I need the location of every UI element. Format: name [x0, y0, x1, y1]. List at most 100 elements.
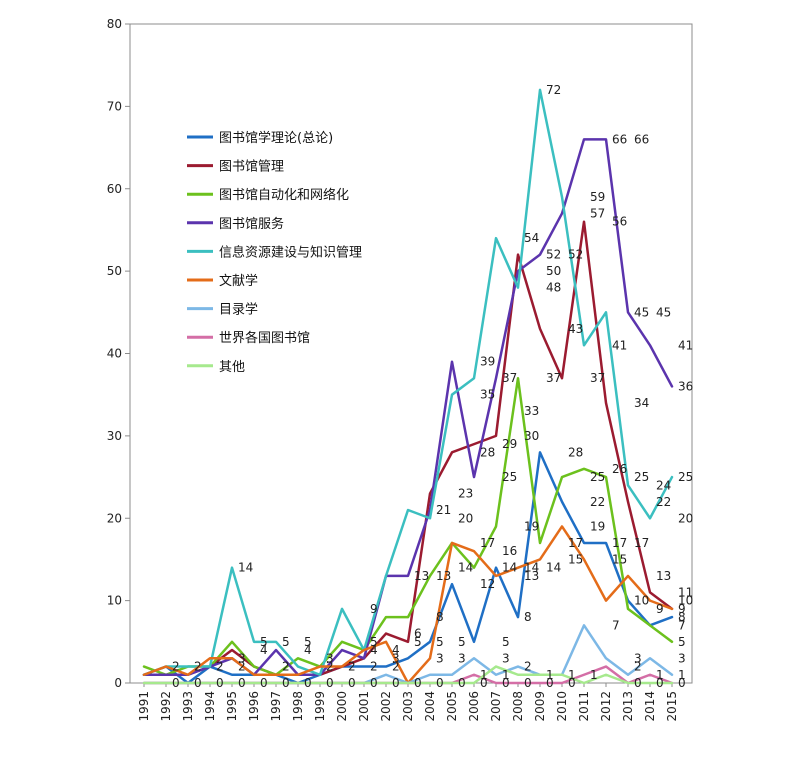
data-label: 23 — [458, 487, 473, 501]
data-label: 3 — [458, 651, 466, 665]
y-tick-label: 60 — [107, 182, 122, 196]
y-tick-label: 70 — [107, 99, 122, 113]
data-label: 0 — [238, 676, 246, 690]
data-label: 7 — [678, 618, 686, 632]
y-tick-label: 80 — [107, 17, 122, 31]
data-label: 54 — [524, 231, 539, 245]
data-label: 4 — [260, 643, 268, 657]
data-label: 37 — [590, 371, 605, 385]
data-label: 0 — [282, 676, 290, 690]
data-label: 1 — [480, 668, 488, 682]
data-label: 41 — [678, 338, 693, 352]
data-label: 2 — [282, 660, 290, 674]
data-label: 10 — [678, 594, 693, 608]
x-tick-label: 2004 — [423, 691, 437, 722]
data-label: 2 — [348, 660, 356, 674]
data-label: 0 — [524, 676, 532, 690]
x-tick-label: 1994 — [203, 691, 217, 722]
y-tick-label: 40 — [107, 347, 122, 361]
data-label: 5 — [458, 635, 466, 649]
legend-entry: 图书馆服务 — [219, 216, 284, 232]
y-tick-label: 30 — [107, 429, 122, 443]
data-label: 4 — [304, 643, 312, 657]
series-line-2 — [142, 220, 674, 677]
data-label: 22 — [656, 495, 671, 509]
data-label: 2 — [216, 660, 224, 674]
data-label: 5 — [260, 635, 268, 649]
data-label: 1 — [546, 668, 554, 682]
data-label: 1 — [568, 668, 576, 682]
data-label: 0 — [480, 676, 488, 690]
x-tick-label: 2010 — [555, 691, 569, 722]
data-label: 14 — [238, 561, 253, 575]
data-label: 28 — [480, 445, 495, 459]
data-label: 2 — [634, 660, 642, 674]
data-label: 0 — [546, 676, 554, 690]
data-label: 8 — [436, 610, 444, 624]
data-label: 2 — [172, 660, 180, 674]
data-label: 5 — [436, 635, 444, 649]
data-label: 5 — [414, 635, 422, 649]
data-labels: 2 2 20 0 02301454052054032020954204320136502… — [172, 83, 693, 690]
data-label: 1 — [678, 668, 686, 682]
data-label: 0 — [568, 676, 576, 690]
x-tick-label: 2014 — [643, 691, 657, 722]
x-tick-label: 2005 — [445, 691, 459, 722]
data-label: 2 — [392, 660, 400, 674]
data-label: 15 — [568, 552, 583, 566]
data-label: 37 — [502, 371, 517, 385]
legend: 图书馆学理论(总论) 图书馆管理图书馆自动化和网络化图书馆服务信息资源建设与知识管… — [187, 130, 362, 375]
data-label: 2 — [370, 660, 378, 674]
data-label: 21 — [436, 503, 451, 517]
data-label: 2 — [194, 660, 202, 674]
data-label: 14 — [458, 561, 473, 575]
data-label: 9 — [678, 602, 686, 616]
data-label: 3 — [392, 651, 400, 665]
x-tick-label: 1996 — [247, 691, 261, 722]
data-label: 48 — [546, 281, 561, 295]
data-label: 20 — [678, 511, 693, 525]
series-line-3 — [142, 376, 674, 677]
data-label: 0 — [304, 676, 312, 690]
data-label: 26 — [612, 462, 627, 476]
series-line-1 — [142, 451, 674, 685]
data-label: 66 — [612, 132, 627, 146]
data-label: 9 — [656, 602, 664, 616]
legend-entry: 信息资源建设与知识管理 — [219, 244, 362, 260]
y-tick-label: 0 — [114, 676, 122, 690]
data-label: 0 — [194, 676, 202, 690]
data-label: 4 — [370, 643, 378, 657]
data-label: 0 — [260, 676, 268, 690]
data-label: 17 — [634, 536, 649, 550]
legend-entry: 图书馆学理论(总论) — [219, 130, 333, 146]
data-label: 3 — [436, 651, 444, 665]
data-label: 19 — [524, 519, 539, 533]
data-label: 10 — [634, 594, 649, 608]
data-label: 9 — [370, 602, 378, 616]
data-label: 8 — [524, 610, 532, 624]
data-label: 3 — [634, 651, 642, 665]
data-label: 22 — [590, 495, 605, 509]
data-label: 0 — [436, 676, 444, 690]
data-label: 59 — [590, 190, 605, 204]
legend-entry: 世界各国图书馆 — [219, 330, 310, 346]
data-label: 25 — [634, 470, 649, 484]
data-label: 0 — [216, 676, 224, 690]
data-label: 3 — [502, 651, 510, 665]
data-label: 25 — [678, 470, 693, 484]
data-label: 5 — [282, 635, 290, 649]
legend-entry: 其他 — [219, 360, 245, 375]
data-label: 45 — [656, 305, 671, 319]
data-label: 25 — [590, 470, 605, 484]
data-label: 2 — [326, 660, 334, 674]
data-label: 13 — [656, 569, 671, 583]
data-label: 16 — [502, 544, 517, 558]
data-label: 0 — [326, 676, 334, 690]
data-label: 4 — [392, 643, 400, 657]
data-label: 41 — [612, 338, 627, 352]
data-label: 3 — [326, 651, 334, 665]
data-label: 25 — [502, 470, 517, 484]
data-label: 6 — [414, 627, 422, 641]
data-label: 36 — [678, 379, 693, 393]
